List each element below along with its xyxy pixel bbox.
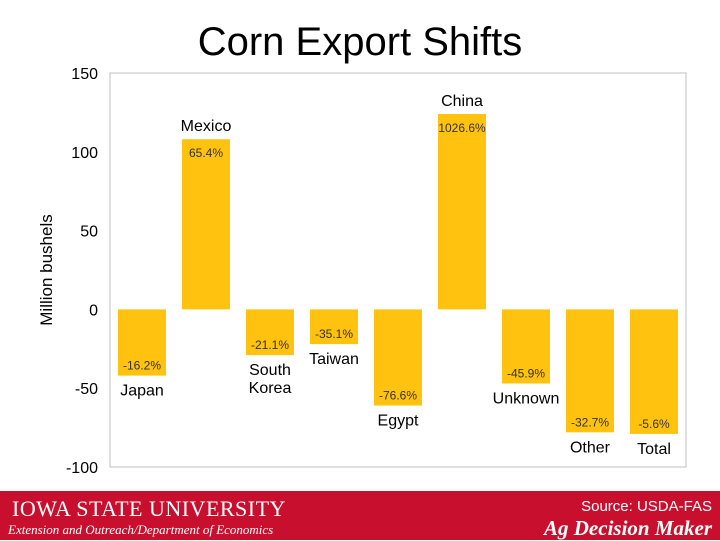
category-label: Mexico	[181, 118, 232, 135]
y-tick-label: -50	[75, 381, 98, 398]
category-label: Unknown	[493, 390, 560, 407]
plot-frame	[109, 72, 687, 468]
bar-china	[438, 113, 486, 310]
y-tick-label: 0	[89, 302, 98, 319]
y-axis-label: Million bushels	[37, 214, 56, 326]
category-label: Taiwan	[309, 351, 359, 368]
bar-south-korea	[246, 309, 294, 356]
source-text: Source: USDA-FAS	[581, 498, 712, 515]
chart: Million bushels 150 100 50 0 -50 -100 -16.2% J…	[37, 66, 687, 477]
category-label: Egypt	[378, 413, 419, 430]
bar-unknown	[502, 309, 550, 384]
category-label: South	[249, 362, 291, 379]
category-label: Korea	[249, 380, 292, 397]
bars	[118, 113, 678, 434]
bar-pct-label: -5.6%	[638, 417, 670, 431]
bar-taiwan	[310, 309, 358, 345]
university-logo-text: IOWA STATE UNIVERSITY	[12, 496, 286, 521]
bar-pct-label: -76.6%	[379, 389, 417, 403]
bar-pct-label: -21.1%	[251, 338, 289, 352]
bar-mexico	[182, 139, 230, 310]
category-label: Japan	[120, 383, 164, 400]
y-tick-label: 150	[71, 66, 98, 83]
chart-title: Corn Export Shifts	[197, 20, 523, 64]
category-label: China	[441, 93, 483, 110]
category-label: Other	[570, 439, 611, 456]
bar-japan	[118, 309, 166, 376]
category-label: Total	[637, 441, 671, 458]
bar-pct-label: 1026.6%	[438, 121, 486, 135]
footer-bar: IOWA STATE UNIVERSITY Extension and Outr…	[0, 491, 720, 540]
bar-egypt	[374, 309, 422, 406]
bar-pct-label: -35.1%	[315, 327, 353, 341]
bar-pct-label: 65.4%	[189, 146, 223, 160]
y-tick-labels: 150 100 50 0 -50 -100	[66, 66, 98, 477]
bar-pct-label: -45.9%	[507, 366, 545, 380]
brand-logo-text: Ag Decision Maker	[544, 516, 712, 540]
bar-other	[566, 309, 614, 433]
department-text: Extension and Outreach/Department of Eco…	[8, 522, 274, 537]
y-tick-label: 50	[80, 224, 98, 241]
y-tick-label: -100	[66, 460, 98, 477]
bar-pct-label: -16.2%	[123, 359, 161, 373]
bar-total	[630, 309, 678, 434]
bar-pct-label: -32.7%	[571, 415, 609, 429]
y-tick-label: 100	[71, 145, 98, 162]
